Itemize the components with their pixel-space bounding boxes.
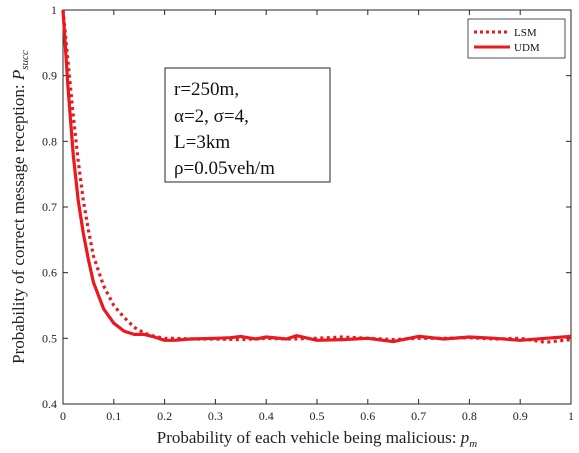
legend-label-udm: UDM — [514, 42, 540, 54]
y-axis-label: Probability of correct message reception… — [9, 50, 31, 364]
x-tick-label: 0.7 — [411, 409, 426, 423]
x-tick-label: 0.3 — [208, 409, 223, 423]
legend-box — [467, 18, 566, 59]
series-line-udm — [61, 9, 572, 344]
x-tick-label: 1 — [568, 409, 574, 423]
x-tick-label: 0.2 — [157, 409, 172, 423]
y-tick-label: 0.8 — [42, 134, 57, 148]
x-tick-label: 0.1 — [106, 409, 121, 423]
axis-ticks: 0 0.1 0.2 0.3 0.4 0.5 0.6 0.7 0.8 0.9 1 0.4 0.5 0.6 0.… — [42, 3, 574, 423]
x-tick-label: 0.9 — [513, 409, 528, 423]
x-tick-label: 0.8 — [462, 409, 477, 423]
x-tick-label: 0 — [60, 409, 66, 423]
series-layer — [61, 9, 572, 344]
x-tick-label: 0.4 — [259, 409, 274, 423]
annotation-line-range: r=250m, — [174, 79, 239, 100]
parameter-annotation-box: r=250m, α=2, σ=4, L=3km ρ=0.05veh/m — [164, 67, 331, 183]
legend-label-lsm: LSM — [514, 27, 537, 39]
annotation-line-density: ρ=0.05veh/m — [174, 158, 275, 179]
annotation-line-alpha-sigma: α=2, σ=4, — [174, 106, 249, 127]
x-tick-label: 0.6 — [360, 409, 375, 423]
y-tick-label: 1 — [51, 3, 57, 17]
legend: LSM UDM — [467, 18, 566, 59]
y-tick-label: 0.4 — [42, 397, 57, 411]
y-tick-label: 0.7 — [42, 200, 57, 214]
annotation-line-length: L=3km — [174, 132, 230, 153]
y-tick-label: 0.9 — [42, 69, 57, 83]
y-tick-label: 0.5 — [42, 331, 57, 345]
y-tick-label: 0.6 — [42, 266, 57, 280]
x-tick-label: 0.5 — [310, 409, 325, 423]
x-axis-label: Probability of each vehicle being malici… — [157, 428, 478, 450]
